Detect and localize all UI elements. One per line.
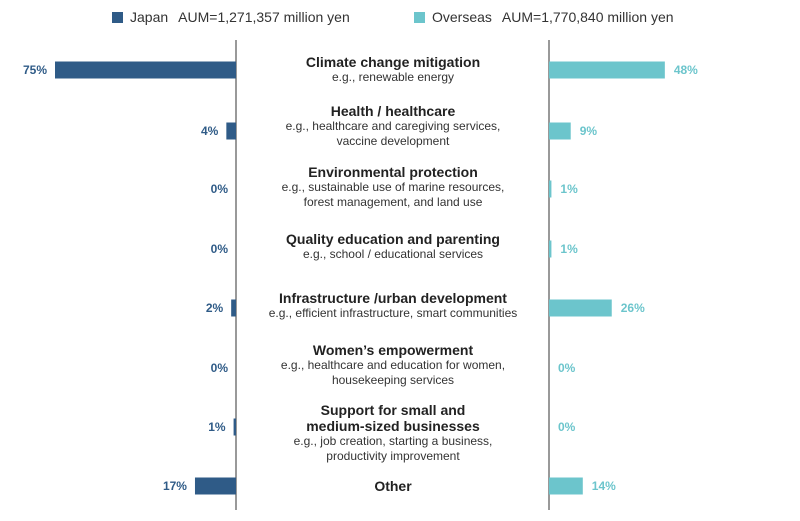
- category-example-2-0: e.g., sustainable use of marine resource…: [281, 180, 505, 194]
- value-label-japan-1: 4%: [201, 124, 219, 138]
- category-title-3: Quality education and parenting: [286, 231, 500, 247]
- value-label-overseas-1: 9%: [579, 124, 598, 138]
- bar-overseas-0: [549, 61, 665, 79]
- bar-overseas-1: [549, 122, 571, 140]
- value-label-japan-2: 0%: [210, 182, 228, 196]
- value-label-overseas-4: 26%: [620, 301, 645, 315]
- legend-japan-swatch: [112, 11, 123, 23]
- category-title-7: Other: [374, 478, 412, 494]
- category-1: Health / healthcare e.g., healthcare and …: [238, 103, 548, 149]
- bar-japan-1: [226, 122, 236, 140]
- category-4: Infrastructure /urban development e.g., e…: [238, 290, 548, 321]
- bar-overseas-3: [549, 240, 552, 258]
- category-example-2-1: forest management, and land use: [303, 195, 483, 209]
- category-3: Quality education and parenting e.g., sch…: [238, 231, 548, 262]
- value-label-japan-4: 2%: [205, 301, 224, 315]
- category-0: Climate change mitigation e.g., renewable…: [238, 54, 548, 85]
- category-example-6-0: e.g., job creation, starting a business,: [293, 434, 493, 448]
- legend-overseas: Overseas AUM=1,770,840 million yen: [414, 9, 674, 25]
- bar-overseas-2: [549, 180, 552, 198]
- legend-japan-aum: AUM=1,271,357 million yen: [178, 9, 350, 25]
- bar-japan-4: [231, 299, 236, 317]
- bar-overseas-7: [549, 477, 583, 495]
- category-title-5: Women’s empowerment: [312, 342, 474, 358]
- category-7: Other: [238, 478, 548, 494]
- value-label-japan-3: 0%: [210, 242, 228, 256]
- bar-overseas-4: [549, 299, 612, 317]
- value-label-japan-5: 0%: [210, 361, 228, 375]
- category-example-5-0: e.g., healthcare and education for women…: [280, 358, 506, 372]
- category-example-1-0: e.g., healthcare and caregiving services…: [285, 119, 501, 133]
- category-title-6: Support for small and: [320, 402, 466, 418]
- value-label-japan-6: 1%: [208, 420, 226, 434]
- category-2: Environmental protection e.g., sustainabl…: [238, 164, 548, 210]
- value-label-overseas-0: 48%: [673, 63, 698, 77]
- category-title-0: Climate change mitigation: [305, 54, 481, 70]
- bar-japan-7: [194, 477, 236, 495]
- category-example-0-0: e.g., renewable energy: [331, 70, 455, 84]
- category-title-4: Infrastructure /urban development: [279, 290, 507, 306]
- category-6: Support for small and medium-sized busine…: [238, 402, 548, 464]
- value-label-overseas-2: 1%: [560, 182, 578, 196]
- category-title-2: Environmental protection: [308, 164, 478, 180]
- category-example-1-1: vaccine development: [336, 134, 450, 148]
- legend-japan-name: Japan: [130, 9, 169, 25]
- bar-japan-6: [233, 418, 236, 436]
- value-label-overseas-3: 1%: [560, 242, 578, 256]
- category-example-3-0: e.g., school / educational services: [302, 247, 484, 261]
- category-title-1: Health / healthcare: [330, 103, 456, 119]
- legend-overseas-aum: AUM=1,770,840 million yen: [501, 9, 674, 25]
- category-example-6-1: productivity improvement: [326, 449, 460, 463]
- value-label-overseas-5: 0%: [558, 361, 576, 375]
- value-label-japan-0: 75%: [22, 63, 47, 77]
- category-title-6-1: medium-sized businesses: [306, 418, 480, 434]
- legend-japan: Japan AUM=1,271,357 million yen: [112, 9, 350, 25]
- value-label-japan-7: 17%: [162, 479, 187, 493]
- legend-overseas-name: Overseas: [432, 9, 492, 25]
- bar-japan-0: [55, 61, 236, 79]
- value-label-overseas-6: 0%: [558, 420, 576, 434]
- value-label-overseas-7: 14%: [591, 479, 616, 493]
- category-example-5-1: housekeeping services: [331, 373, 455, 387]
- legend-overseas-swatch: [414, 11, 425, 23]
- category-example-4-0: e.g., efficient infrastructure, smart co…: [268, 306, 518, 320]
- category-5: Women’s empowerment e.g., healthcare and …: [238, 342, 548, 388]
